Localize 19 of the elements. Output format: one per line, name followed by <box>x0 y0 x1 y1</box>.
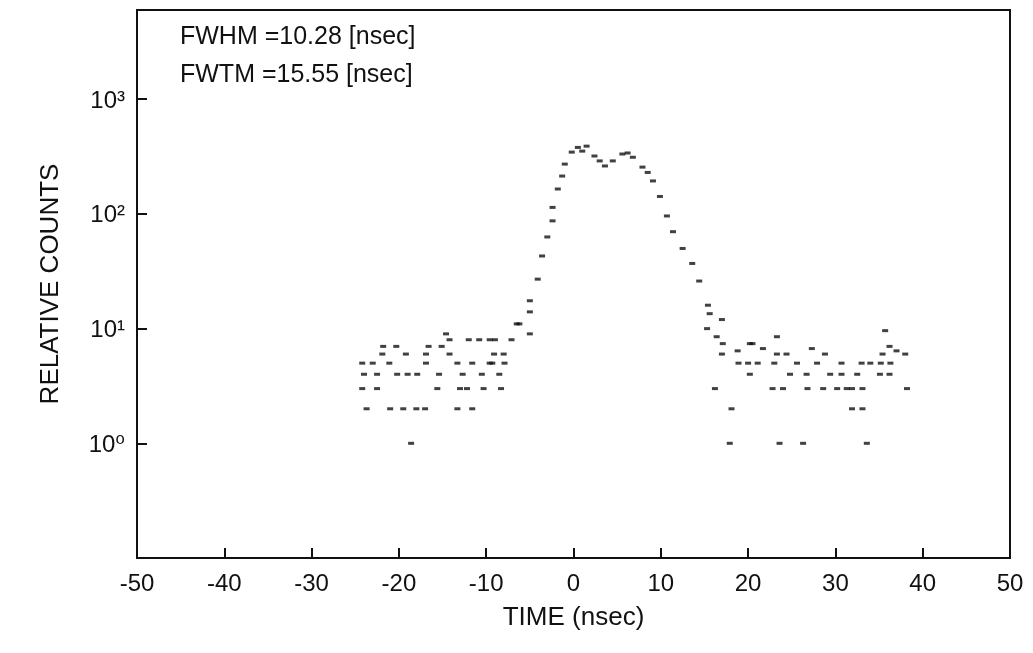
x-tick-label: 30 <box>822 568 849 596</box>
x-tick-label: -20 <box>381 568 417 596</box>
y-tick-label: 10¹ <box>90 315 126 343</box>
x-tick-label: 40 <box>909 568 937 596</box>
annotation: FWTM =15.55 [nsec] <box>180 58 413 87</box>
y-tick-label: 10⁰ <box>88 429 125 457</box>
x-axis-title: TIME (nsec) <box>502 601 645 631</box>
x-tick-label: -10 <box>468 568 504 596</box>
x-tick-label: -50 <box>119 568 155 596</box>
x-tick-label: -30 <box>294 568 329 596</box>
x-tick-label: 10 <box>647 568 675 596</box>
annotation: FWHM =10.28 [nsec] <box>180 20 416 49</box>
x-tick-label: 50 <box>996 568 1024 596</box>
y-tick-label: 10³ <box>90 85 126 113</box>
y-tick-label: 10² <box>90 200 126 228</box>
y-axis-title: RELATIVE COUNTS <box>34 163 64 405</box>
x-tick-label: 0 <box>566 568 581 596</box>
x-tick-label: -40 <box>206 568 242 596</box>
x-tick-label: 20 <box>734 568 762 596</box>
